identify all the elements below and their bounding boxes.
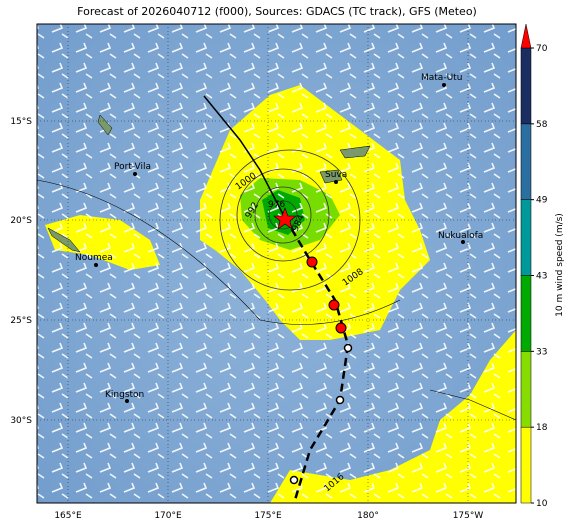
lon-label: 175°E (254, 511, 282, 521)
colorbar-segment (520, 426, 532, 504)
lat-label: 25°S (10, 316, 32, 326)
colorbar-extend (520, 23, 532, 49)
colorbar: 10 18 33 43 49 58 70 (520, 23, 548, 509)
lat-label: 20°S (10, 216, 32, 226)
place-label: Suva (325, 170, 347, 180)
colorbar-tick-label: 58 (536, 120, 548, 130)
place-label: Nukualofa (438, 231, 483, 241)
colorbar-segment (520, 47, 532, 125)
lat-label: 15°S (10, 117, 32, 127)
map-area: Mata-Utu Port-Vila Suva Noumea Nukualofa… (37, 24, 516, 503)
map-frame (36, 23, 517, 504)
colorbar-tick-label: 43 (536, 272, 547, 282)
lat-label: 30°S (10, 416, 32, 426)
title: Forecast of 2026040712 (f000), Sources: … (77, 5, 477, 18)
colorbar-tick-label: 10 (536, 499, 548, 509)
isobar-label: 976 (268, 200, 285, 210)
colorbar-tick-label: 49 (536, 196, 548, 206)
lon-label: 175°W (453, 511, 484, 521)
lon-label: 170°E (154, 511, 182, 521)
place-label: Kingston (105, 390, 144, 400)
colorbar-segment (520, 275, 532, 352)
colorbar-tick-label: 33 (536, 347, 547, 357)
lon-label: 165°E (54, 511, 82, 521)
colorbar-segment (520, 199, 532, 276)
place-label: Noumea (75, 253, 113, 263)
colorbar-tick-label: 18 (536, 423, 548, 433)
place-label: Port-Vila (114, 162, 151, 172)
colorbar-segment (520, 351, 532, 428)
colorbar-label: 10 m wind speed (m/s) (555, 213, 565, 317)
colorbar-tick-label: 70 (536, 44, 548, 54)
place-label: Mata-Utu (421, 73, 462, 83)
colorbar-segment (520, 123, 532, 200)
lon-label: 180° (357, 511, 379, 521)
